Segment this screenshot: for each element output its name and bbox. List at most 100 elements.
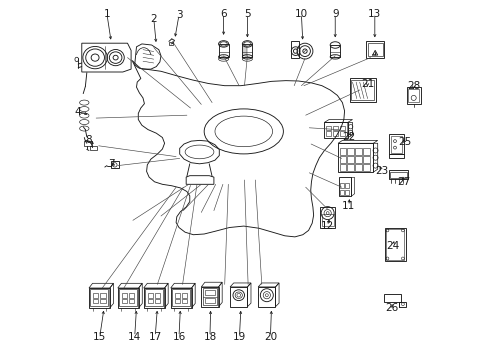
Text: 7: 7 [108,159,114,169]
Bar [89,288,110,308]
Bar [349,78,375,102]
Bar [242,44,252,57]
Text: 12: 12 [320,221,333,231]
Bar [332,131,337,136]
Bar [170,288,191,308]
Text: 1: 1 [103,9,110,19]
Bar [347,148,353,155]
Text: 28: 28 [406,81,420,91]
Bar [339,148,346,155]
Bar [119,289,137,306]
Text: 8: 8 [85,135,92,145]
Bar [155,293,160,298]
Bar [218,44,228,57]
Bar [338,177,351,196]
Bar [203,288,217,305]
Bar [355,156,361,163]
Bar [363,164,369,171]
Bar [355,148,361,155]
Text: 18: 18 [203,332,216,342]
Bar [258,287,275,307]
Bar [93,293,98,298]
Bar [325,131,330,136]
Bar [367,43,382,56]
Bar [290,41,298,58]
Bar [384,228,405,261]
Bar [324,122,347,138]
Text: 9: 9 [331,9,338,19]
Text: 20: 20 [264,332,276,342]
Bar [387,170,407,179]
Text: 23: 23 [375,166,388,176]
Bar [384,294,401,302]
Bar [363,156,369,163]
Text: 17: 17 [148,332,162,342]
Bar [182,299,187,303]
Text: 19: 19 [232,332,245,342]
Bar [347,164,353,171]
Bar [329,45,340,57]
Bar [201,287,218,307]
Bar [169,42,172,45]
Bar [407,89,419,102]
Bar [350,80,373,100]
Text: 27: 27 [396,177,409,187]
Bar [321,214,333,226]
Bar [129,299,134,303]
Bar [155,299,160,303]
Text: 16: 16 [172,332,185,342]
Text: 25: 25 [397,137,410,147]
Text: 26: 26 [385,303,398,313]
Bar [340,183,344,188]
Bar [143,288,164,308]
Bar [345,183,348,188]
Bar [347,156,353,163]
Text: 14: 14 [128,332,141,342]
Bar [118,288,139,308]
Bar [84,141,92,146]
Bar [389,172,406,178]
Text: 4: 4 [75,107,81,117]
Bar [339,156,346,163]
Text: 13: 13 [367,9,381,19]
Bar [122,299,127,303]
Text: 15: 15 [93,332,106,342]
Bar [90,289,108,306]
Bar [339,131,344,136]
Bar [110,161,119,168]
Bar [90,146,97,150]
Text: 22: 22 [342,132,355,142]
Bar [148,299,153,303]
Bar [148,293,153,298]
Text: 10: 10 [294,9,307,19]
Text: 5: 5 [244,9,250,19]
Bar [340,190,344,195]
Bar [388,134,403,154]
Bar [325,126,330,130]
Bar [129,293,134,298]
Bar [182,293,187,298]
Bar [101,293,105,298]
Bar [230,287,247,307]
Bar [175,293,180,298]
Bar [101,299,105,303]
Bar [355,164,361,171]
Bar [363,148,369,155]
Bar [339,126,344,130]
Bar [345,190,348,195]
Text: 21: 21 [360,78,373,89]
Text: 11: 11 [342,201,355,211]
Bar [93,299,98,303]
Bar [386,229,404,260]
Text: 24: 24 [386,240,399,251]
Bar [320,207,335,228]
Bar [366,41,384,58]
Bar [175,299,180,303]
Bar [339,164,346,171]
Bar [332,126,337,130]
Bar [172,289,190,306]
Bar [204,298,215,303]
Bar [145,289,163,306]
Text: 2: 2 [150,14,157,24]
Text: 6: 6 [220,9,226,19]
